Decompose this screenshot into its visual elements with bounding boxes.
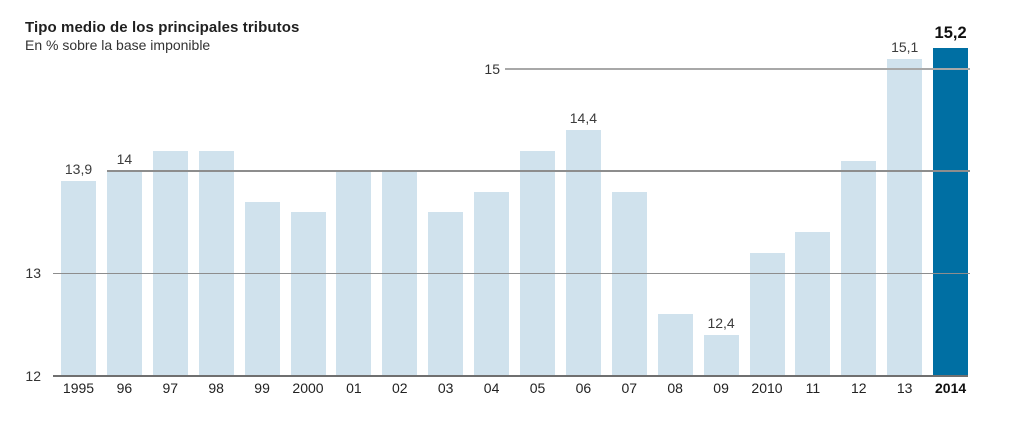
bar-97 [152, 150, 188, 376]
bar-2010 [749, 252, 785, 376]
bar-11 [795, 232, 831, 376]
y-tick-15: 15 [484, 60, 500, 77]
x-tick-97: 97 [162, 380, 179, 396]
x-tick-13: 13 [896, 380, 913, 396]
bar-value-label-09: 12,4 [707, 314, 735, 331]
bar-value-label-96: 14 [116, 151, 133, 168]
chart-subtitle: En % sobre la base imponible [25, 37, 211, 53]
bar-value-label-06: 14,4 [569, 110, 598, 127]
bar-08 [657, 314, 693, 376]
bar-13 [887, 58, 923, 376]
x-tick-05: 05 [529, 380, 546, 396]
gridline-14 [107, 170, 970, 172]
bar-value-label-13: 15,1 [891, 38, 919, 55]
bar-2000 [290, 211, 326, 376]
x-tick-99: 99 [254, 380, 270, 396]
y-tick-13: 13 [25, 265, 41, 282]
bar-12 [841, 160, 877, 376]
bar-03 [428, 211, 464, 376]
bar-98 [198, 150, 234, 376]
x-tick-11: 11 [805, 380, 821, 396]
gridline-13 [53, 272, 970, 275]
x-tick-02: 02 [392, 380, 408, 396]
x-axis-line [53, 374, 968, 377]
x-tick-08: 08 [667, 380, 683, 396]
x-tick-09: 09 [713, 380, 729, 396]
x-tick-07: 07 [621, 380, 638, 396]
bar-99 [244, 201, 280, 376]
x-tick-96: 96 [116, 380, 133, 396]
bar-04 [474, 191, 510, 376]
x-tick-12: 12 [851, 380, 867, 396]
chart-title: Tipo medio de los principales tributos [25, 19, 300, 36]
bar-2014 [933, 48, 969, 376]
x-tick-06: 06 [575, 380, 592, 396]
x-tick-01: 01 [346, 380, 362, 396]
x-tick-2000: 2000 [292, 380, 324, 396]
x-tick-2014: 2014 [935, 380, 967, 396]
x-tick-98: 98 [208, 380, 224, 396]
bar-07 [611, 191, 647, 376]
x-tick-2010: 2010 [751, 380, 783, 396]
x-tick-04: 04 [483, 380, 500, 396]
gridline-15 [505, 68, 970, 70]
x-tick-03: 03 [437, 380, 454, 396]
y-tick-12: 12 [25, 367, 41, 384]
x-tick-1995: 1995 [62, 380, 95, 396]
bar-value-label-2014: 15,2 [934, 24, 967, 43]
bar-1995 [61, 181, 96, 376]
bar-09 [703, 334, 739, 376]
bar-05 [520, 150, 555, 376]
bar-value-label-1995: 13,9 [64, 161, 93, 178]
bar-06 [565, 130, 601, 376]
